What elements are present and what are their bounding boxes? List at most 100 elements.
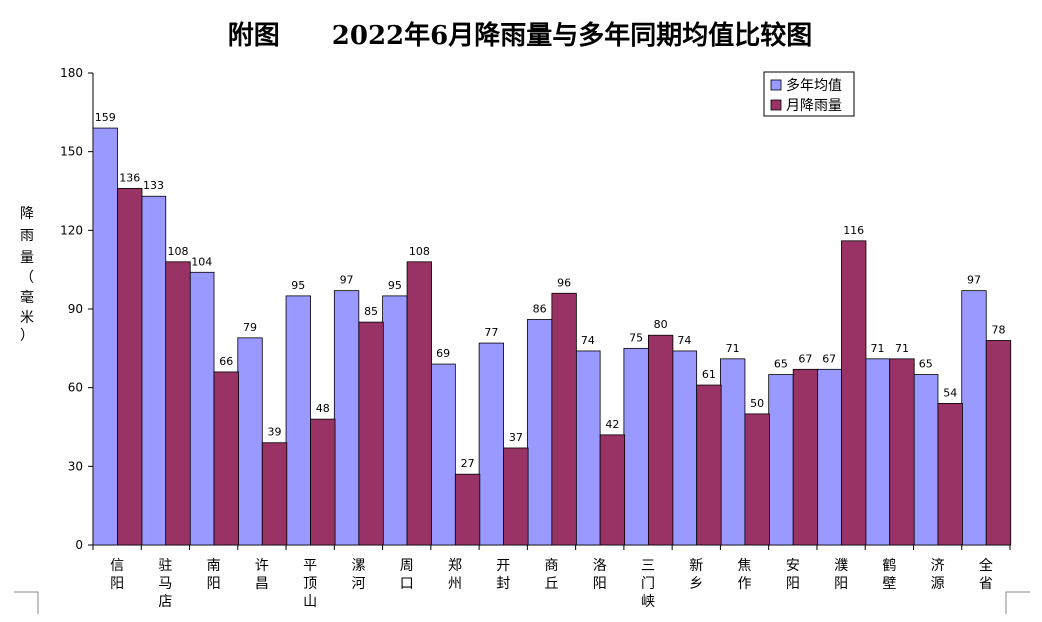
data-label: 71 bbox=[726, 342, 740, 355]
y-tick-label: 60 bbox=[68, 381, 83, 395]
y-axis-label-char: （ bbox=[20, 270, 34, 286]
bar-多年均值-新乡 bbox=[671, 350, 698, 546]
data-label: 65 bbox=[919, 358, 933, 371]
bars bbox=[92, 127, 1012, 546]
category-label-周口: 周口 bbox=[400, 558, 414, 592]
bar-多年均值-许昌 bbox=[237, 337, 263, 546]
category-label-char: 门 bbox=[641, 576, 655, 592]
bar-月降雨量-濮阳 bbox=[841, 240, 867, 546]
category-label-char: 周 bbox=[400, 558, 414, 574]
category-label-char: 全 bbox=[979, 557, 993, 574]
category-labels: 信阳驻马店南阳许昌平顶山漯河周口郑州开封商丘洛阳三门峡新乡焦作安阳濮阳鹤壁济源全… bbox=[110, 557, 993, 610]
category-label-char: 昌 bbox=[255, 576, 269, 592]
y-tick-label: 150 bbox=[60, 145, 83, 159]
category-label-char: 濮 bbox=[834, 558, 848, 574]
data-label: 54 bbox=[943, 386, 957, 399]
category-label-char: 洛 bbox=[593, 558, 607, 574]
category-label-驻马店: 驻马店 bbox=[158, 558, 172, 610]
category-label-char: 顶 bbox=[303, 576, 317, 592]
bar-月降雨量-郑州 bbox=[454, 473, 481, 546]
legend-label-月降雨量: 月降雨量 bbox=[786, 98, 842, 114]
data-label: 78 bbox=[991, 323, 1005, 336]
data-label: 67 bbox=[798, 352, 812, 365]
bar-月降雨量-开封 bbox=[503, 447, 529, 546]
y-tick-label: 0 bbox=[75, 538, 83, 552]
category-label-char: 封 bbox=[496, 576, 510, 592]
data-label: 159 bbox=[95, 111, 116, 124]
bar-月降雨量-南阳 bbox=[213, 371, 239, 546]
category-label-char: 山 bbox=[303, 594, 317, 610]
category-label-char: 作 bbox=[738, 576, 752, 592]
category-label-char: 阳 bbox=[593, 576, 607, 592]
bar-多年均值-开封 bbox=[478, 342, 505, 546]
category-label-开封: 开封 bbox=[496, 558, 510, 592]
bar-多年均值-济源 bbox=[913, 374, 939, 546]
data-label: 69 bbox=[436, 347, 450, 360]
category-label-洛阳: 洛阳 bbox=[593, 558, 607, 592]
bar-多年均值-漯河 bbox=[333, 290, 360, 546]
category-label-char: 许 bbox=[255, 558, 269, 574]
data-label: 97 bbox=[340, 274, 354, 287]
bar-月降雨量-周口 bbox=[406, 261, 432, 546]
data-label: 97 bbox=[967, 274, 981, 287]
bar-月降雨量-平顶山 bbox=[310, 418, 336, 546]
bar-月降雨量-全省 bbox=[985, 340, 1012, 546]
category-label-郑州: 郑州 bbox=[448, 558, 462, 592]
y-tick-label: 180 bbox=[60, 66, 83, 80]
data-label: 85 bbox=[364, 305, 378, 318]
data-label: 96 bbox=[557, 276, 571, 289]
category-label-char: 店 bbox=[158, 594, 172, 610]
y-axis-label-char: 降 bbox=[20, 206, 34, 222]
data-label: 27 bbox=[461, 457, 475, 470]
data-label: 86 bbox=[533, 302, 547, 315]
bar-月降雨量-新乡 bbox=[696, 384, 722, 546]
y-tick-label: 90 bbox=[68, 302, 83, 316]
y-axis-label-char: 量 bbox=[20, 250, 34, 266]
bar-多年均值-郑州 bbox=[430, 363, 456, 546]
category-label-平顶山: 平顶山 bbox=[303, 558, 317, 610]
data-label: 136 bbox=[119, 171, 140, 184]
category-label-char: 源 bbox=[931, 576, 945, 592]
category-label-char: 驻 bbox=[158, 558, 172, 574]
bar-多年均值-全省 bbox=[961, 290, 987, 546]
bar-月降雨量-洛阳 bbox=[599, 434, 626, 546]
category-label-全省: 全省 bbox=[979, 557, 993, 592]
category-label-char: 丘 bbox=[545, 576, 559, 592]
data-label: 77 bbox=[484, 326, 498, 339]
category-label-char: 开 bbox=[496, 558, 510, 574]
data-label: 133 bbox=[143, 179, 164, 192]
bar-多年均值-安阳 bbox=[768, 374, 794, 546]
bar-月降雨量-信阳 bbox=[117, 187, 143, 546]
data-label: 61 bbox=[702, 368, 716, 381]
bar-月降雨量-许昌 bbox=[261, 442, 288, 546]
legend-label-多年均值: 多年均值 bbox=[786, 77, 842, 94]
category-label-char: 阳 bbox=[110, 576, 124, 592]
data-label: 80 bbox=[654, 318, 668, 331]
bar-月降雨量-安阳 bbox=[792, 368, 819, 546]
y-axis-label-char: 毫 bbox=[20, 289, 34, 306]
bar-月降雨量-商丘 bbox=[551, 292, 577, 546]
y-tick-label: 30 bbox=[68, 459, 83, 473]
category-label-char: 焦 bbox=[738, 558, 752, 574]
bar-月降雨量-鹤壁 bbox=[889, 358, 915, 546]
category-label-安阳: 安阳 bbox=[786, 558, 800, 592]
category-label-char: 商 bbox=[545, 558, 559, 574]
data-labels: 159 133 104 79 95 97 95 69 77 86 74 75 74 71 65 67 71 65 9… bbox=[95, 111, 1006, 470]
data-label: 71 bbox=[895, 342, 909, 355]
category-label-南阳: 南阳 bbox=[207, 558, 221, 592]
category-label-char: 安 bbox=[786, 558, 800, 574]
data-label: 39 bbox=[268, 426, 282, 439]
category-label-char: 马 bbox=[158, 576, 172, 592]
y-axis-label-char: ） bbox=[20, 328, 34, 344]
bar-多年均值-平顶山 bbox=[285, 295, 311, 546]
bar-月降雨量-三门峡 bbox=[647, 334, 674, 546]
data-label: 104 bbox=[191, 255, 212, 268]
data-label: 65 bbox=[774, 358, 788, 371]
bar-多年均值-焦作 bbox=[720, 358, 746, 546]
category-label-char: 峡 bbox=[641, 594, 655, 610]
y-axis-label-char: 米 bbox=[20, 310, 34, 326]
data-label: 108 bbox=[168, 245, 189, 258]
bar-多年均值-信阳 bbox=[92, 127, 118, 546]
bar-月降雨量-驻马店 bbox=[165, 261, 191, 546]
